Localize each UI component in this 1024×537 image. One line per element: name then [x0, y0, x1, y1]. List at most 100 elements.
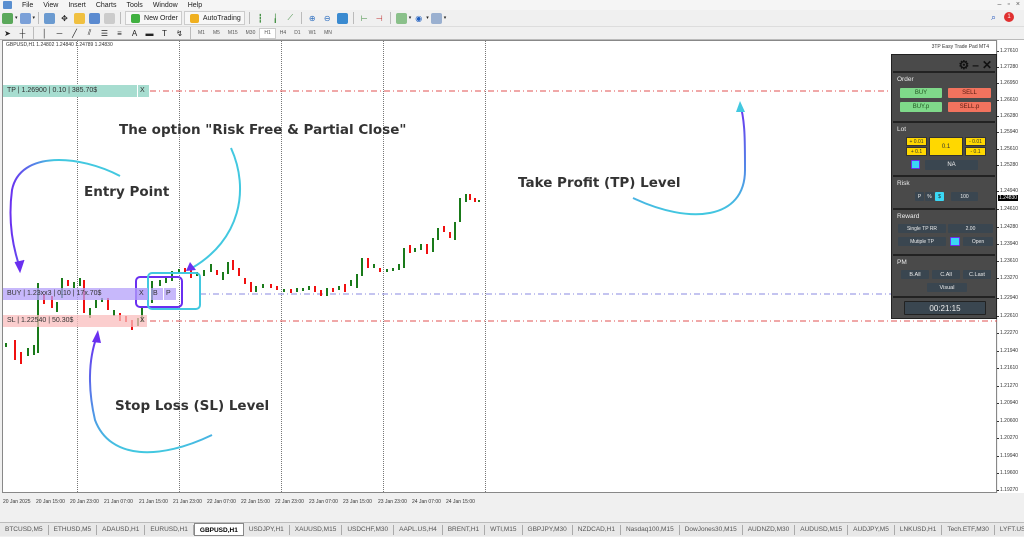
menu-help[interactable]: Help: [187, 1, 203, 9]
timeframe-m1[interactable]: M1: [198, 30, 205, 36]
risk-percent-button[interactable]: %: [925, 192, 934, 201]
timeframe-h4[interactable]: H4: [279, 30, 287, 36]
tp-close-button[interactable]: X: [138, 85, 149, 97]
line-chart-icon[interactable]: ⟋: [287, 13, 294, 22]
close-last-button[interactable]: C.Last: [963, 270, 991, 279]
buy-button[interactable]: BUY: [900, 88, 942, 98]
menu-window[interactable]: Window: [152, 1, 178, 9]
tab-btcusd[interactable]: BTCUSD,M5: [0, 524, 49, 535]
risk-usd-button[interactable]: $: [935, 192, 944, 201]
tab-audjpy[interactable]: AUDJPY,M5: [848, 524, 895, 535]
templates-icon[interactable]: [430, 12, 442, 24]
timeframe-d1[interactable]: D1: [294, 30, 301, 36]
close-all-button[interactable]: C.All: [932, 270, 960, 279]
bar-chart-icon[interactable]: ┇: [257, 13, 263, 23]
tab-xauusd[interactable]: XAUUSD,M15: [290, 524, 343, 535]
lot-plus-01-button[interactable]: + 0.1: [906, 147, 927, 156]
gann-icon[interactable]: ≡: [117, 28, 122, 38]
new-order-button[interactable]: New Order: [125, 11, 182, 25]
profiles-icon[interactable]: [19, 12, 31, 24]
periods-icon[interactable]: ◉: [415, 13, 423, 23]
timeframe-w1[interactable]: W1: [308, 30, 317, 36]
cursor-icon[interactable]: ➤: [4, 28, 11, 38]
sell-pending-button[interactable]: SELL.p: [948, 102, 991, 112]
lot-mode-checkbox[interactable]: [911, 160, 920, 169]
candlestick-icon[interactable]: ╽: [272, 13, 278, 23]
chart-shift-icon[interactable]: ⊢: [360, 13, 368, 23]
settings-gear-icon[interactable]: ⚙: [958, 58, 970, 72]
crosshair-icon[interactable]: ┼: [19, 28, 26, 38]
search-icon[interactable]: ⌕: [990, 12, 996, 22]
channel-icon[interactable]: ⫽: [87, 28, 92, 37]
rr-value-input[interactable]: 2.00: [948, 224, 993, 233]
label-icon[interactable]: ▬: [145, 28, 154, 38]
zoom-out-icon[interactable]: ⊖: [323, 13, 331, 23]
navigator-icon[interactable]: [74, 12, 86, 24]
trendline-icon[interactable]: ╱: [72, 28, 77, 38]
close-panel-icon[interactable]: ✕: [981, 58, 992, 72]
text-label-icon[interactable]: T: [162, 28, 167, 38]
tab-gbpjpy[interactable]: GBPJPY,M30: [523, 524, 573, 535]
multiple-tp-checkbox[interactable]: [950, 237, 960, 246]
terminal-icon[interactable]: [89, 12, 101, 24]
menu-insert[interactable]: Insert: [68, 1, 86, 9]
arrows-icon[interactable]: ↯: [176, 28, 183, 38]
tab-brent[interactable]: BRENT,H1: [443, 524, 486, 535]
restore-icon[interactable]: ▫: [1007, 1, 1010, 8]
tab-audusd[interactable]: AUDUSD,M15: [795, 524, 849, 535]
risk-points-button[interactable]: P: [915, 192, 924, 201]
tab-dowjones30[interactable]: DowJones30,M15: [680, 524, 743, 535]
tab-wti[interactable]: WTI,M15: [485, 524, 523, 535]
close-icon[interactable]: ×: [1015, 1, 1020, 8]
tab-aapl[interactable]: AAPL.US,H4: [394, 524, 443, 535]
buy-close-button[interactable]: X: [137, 288, 148, 300]
open-tp-button[interactable]: Open: [963, 237, 993, 246]
single-tp-rr-button[interactable]: Single TP RR: [898, 224, 946, 233]
buy-pending-button[interactable]: BUY.p: [900, 102, 942, 112]
market-watch-icon[interactable]: [44, 12, 56, 24]
lot-minus-001-button[interactable]: - 0.01: [965, 137, 986, 146]
tab-adausd[interactable]: ADAUSD,H1: [97, 524, 146, 535]
breakeven-all-button[interactable]: B.All: [901, 270, 929, 279]
strategy-tester-icon[interactable]: [104, 12, 116, 24]
zoom-in-icon[interactable]: ⊕: [308, 13, 316, 23]
menu-charts[interactable]: Charts: [95, 1, 117, 9]
buy-level-label[interactable]: BUY | 1.23xx3 | 0.10 | 17x.70$: [3, 288, 147, 300]
tab-lnkusd[interactable]: LNKUSD,H1: [895, 524, 943, 535]
tab-audnzd[interactable]: AUDNZD,M30: [743, 524, 796, 535]
new-chart-icon[interactable]: [2, 12, 13, 24]
text-icon[interactable]: A: [131, 28, 138, 38]
menu-tools[interactable]: Tools: [126, 1, 143, 9]
lot-value[interactable]: 0.1: [929, 137, 963, 156]
tab-lyft[interactable]: LYFT.US,M15: [995, 525, 1024, 535]
fibonacci-icon[interactable]: ☰: [100, 28, 109, 38]
tile-windows-icon[interactable]: [336, 12, 348, 24]
tab-usdjpy[interactable]: USDJPY,H1: [244, 524, 290, 535]
tab-ethusd[interactable]: ETHUSD,M5: [49, 524, 98, 535]
tp-level-label[interactable]: TP | 1.26900 | 0.10 | 385.70$: [3, 85, 137, 97]
partial-close-button[interactable]: P: [164, 288, 176, 300]
visual-button[interactable]: Visual: [927, 283, 967, 292]
indicators-icon[interactable]: [395, 12, 407, 24]
risk-value-input[interactable]: 100: [951, 192, 978, 201]
vertical-line-icon[interactable]: │: [42, 28, 47, 38]
autotrading-button[interactable]: AutoTrading: [183, 11, 245, 25]
data-window-icon[interactable]: ✥: [61, 13, 68, 23]
minimize-icon[interactable]: –: [997, 1, 1002, 8]
horizontal-line-icon[interactable]: ─: [56, 28, 63, 38]
multiple-tp-button[interactable]: Mutiple TP: [898, 237, 946, 246]
tab-gbpusd[interactable]: GBPUSD,H1: [193, 523, 244, 536]
tab-usdchf[interactable]: USDCHF,M30: [342, 524, 395, 535]
sl-level-label[interactable]: SL | 1.22540 | 50.30$: [3, 315, 147, 327]
timeframe-h1[interactable]: H1: [259, 27, 276, 39]
minimize-panel-icon[interactable]: –: [972, 58, 979, 72]
tab-nasdaq100[interactable]: Nasdaq100,M15: [621, 524, 680, 535]
tab-tech-etf[interactable]: Tech.ETF,M30: [942, 524, 995, 535]
lot-plus-001-button[interactable]: + 0.01: [906, 137, 927, 146]
menu-view[interactable]: View: [43, 1, 59, 9]
timeframe-m15[interactable]: M15: [227, 30, 238, 36]
timeframe-m5[interactable]: M5: [212, 30, 220, 36]
tab-eurusd[interactable]: EURUSD,H1: [145, 524, 194, 535]
notification-badge[interactable]: 1: [1004, 12, 1014, 22]
menu-file[interactable]: File: [22, 1, 34, 9]
